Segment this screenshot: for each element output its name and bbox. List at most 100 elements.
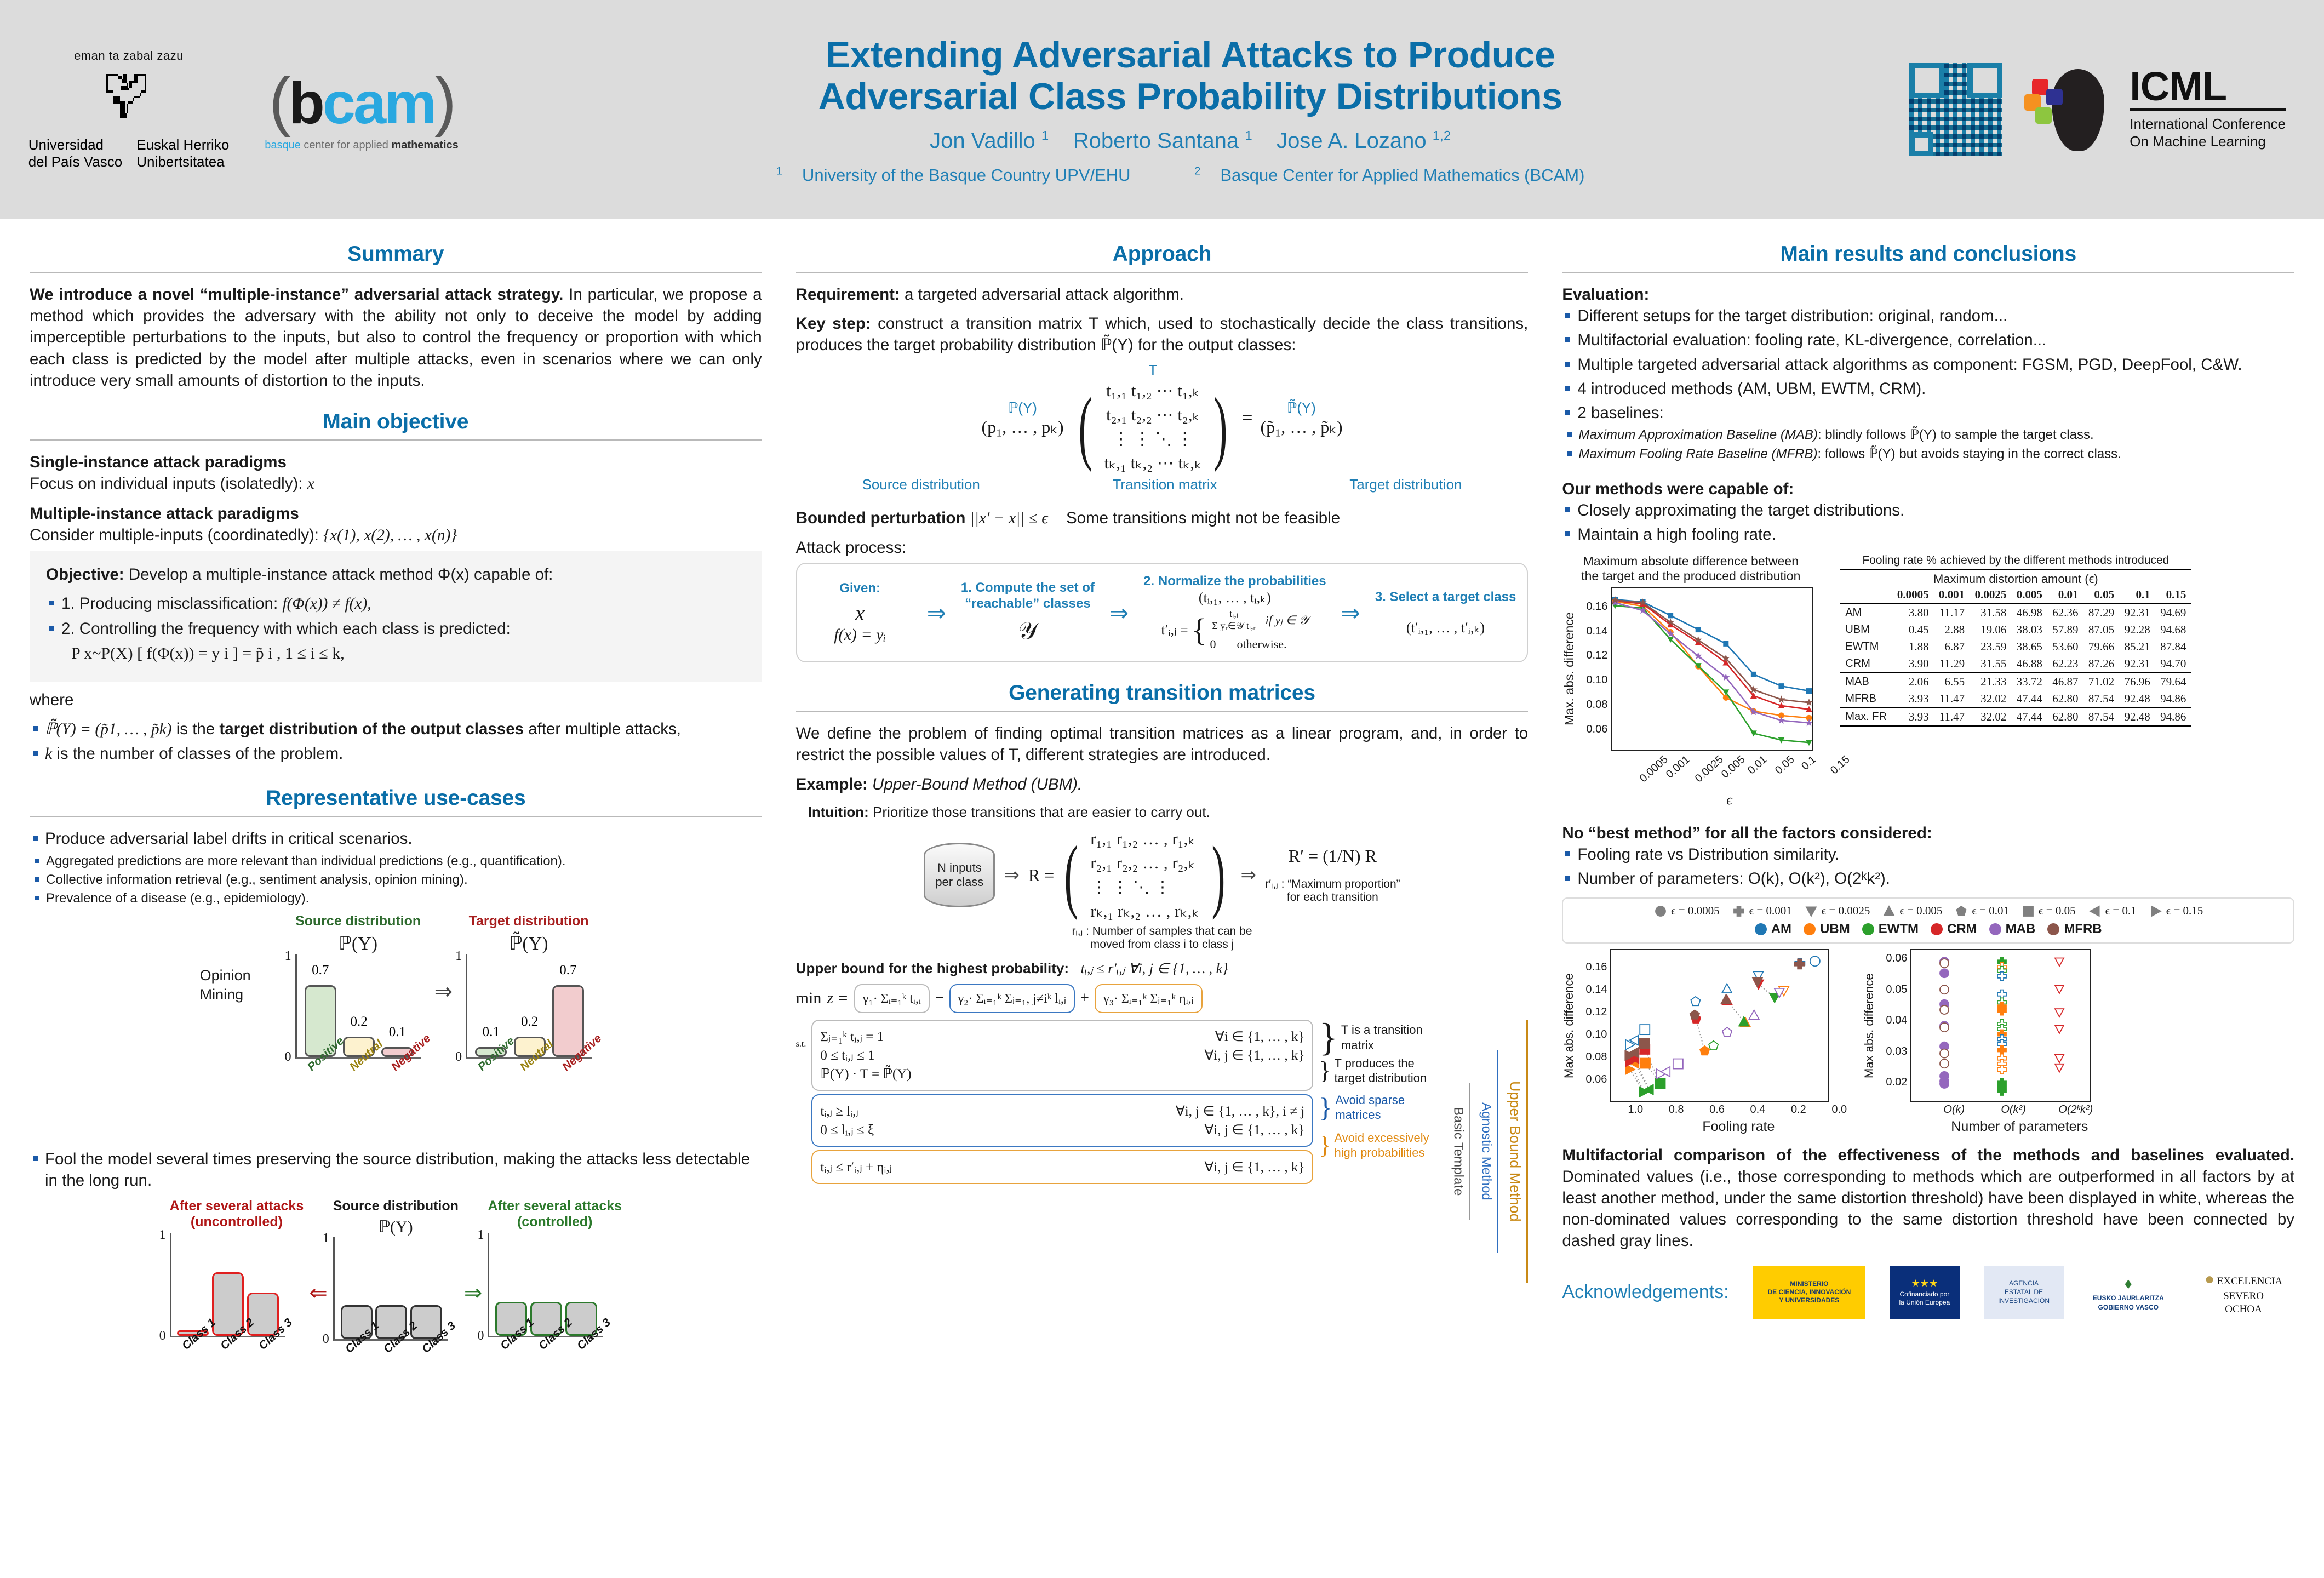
requirement-line: Requirement: a targeted adversarial atta… (795, 285, 1184, 304)
scatter2-svg (1939, 956, 2065, 1096)
table-cell: 11.29 (1939, 657, 1965, 671)
data-point (1777, 695, 1785, 703)
table-col-header: 0.01 (2047, 586, 2083, 605)
legend-eps-item: ϵ = 0.0025 (1804, 904, 1870, 918)
data-point (1750, 685, 1758, 693)
data-point (1750, 707, 1758, 716)
legend-color-swatch (2047, 923, 2060, 935)
chart-title: Source distribution (333, 1198, 459, 1214)
table-cell: 11.47 (1939, 692, 1965, 706)
example-line: Example: Upper-Bound Method (UBM). (795, 775, 1083, 793)
summary-text: In particular, we propose a method which… (30, 285, 762, 390)
qr-code-icon[interactable] (1909, 63, 2003, 156)
y-tick-label: 0.04 (1886, 1014, 1908, 1027)
upv-motto: eman ta zabal zazu (74, 49, 184, 63)
data-point (1939, 1078, 1950, 1089)
bar (340, 1305, 373, 1339)
data-point (1639, 1024, 1651, 1035)
data-point (2054, 1024, 2065, 1034)
bar (410, 1305, 442, 1339)
chart-symbol: ℙ(Y) (339, 934, 378, 954)
table-cell: 76.96 (2119, 672, 2155, 691)
capable-bullet-1: Closely approximating the target distrib… (1562, 500, 2294, 521)
legend-color-swatch (1862, 923, 1874, 935)
y-tick-label: 0.16 (1585, 961, 1607, 974)
capable-bullets: Closely approximating the target distrib… (1562, 500, 2294, 545)
legend-method-label: MAB (2005, 921, 2036, 936)
data-point (1721, 982, 1733, 993)
data-point (1794, 958, 1805, 969)
scatter-caption: Multifactorial comparison of the effecti… (1562, 1146, 2295, 1250)
bar (375, 1305, 408, 1339)
chart-x-axis-label: ϵ (1726, 791, 1732, 808)
bar-value-label: 0.7 (312, 963, 329, 978)
table-cell: 2.88 (1944, 623, 1965, 637)
table-cell: 6.87 (1944, 640, 1965, 654)
table-title: Fooling rate % achieved by the different… (1840, 554, 2191, 571)
bar-value-label: 0.2 (520, 1014, 539, 1029)
legend-method-item: EWTM (1862, 922, 1919, 937)
bcam-logo: (bcam) basque center for applied mathema… (252, 68, 471, 152)
table-cell: 46.88 (2016, 657, 2042, 671)
upv-name-es-1: Universidad (28, 136, 104, 153)
keystep-line: Key step: construct a transition matrix … (795, 315, 1529, 355)
data-point (1939, 968, 1950, 978)
x-tick-label: 0.0 (1831, 1103, 1847, 1116)
r-arrow-2-icon: ⇒ (1240, 865, 1257, 886)
table-cell: 38.03 (2016, 623, 2042, 637)
note-transition-matrix: T is a transition matrix (1341, 1023, 1423, 1052)
icml-title: ICML (2130, 66, 2286, 112)
table-col-header: 0.0025 (1970, 586, 2012, 605)
table-cell: 94.70 (2160, 657, 2186, 671)
x-tick-label: 0.1 (1799, 753, 1819, 773)
data-point (1639, 1038, 1650, 1049)
chart-bars (339, 1237, 444, 1339)
equals-sign: = (1242, 408, 1253, 428)
table-cell: 0.45 (1908, 623, 1929, 637)
evaluation-label: Evaluation: (1562, 285, 1650, 304)
affiliation-1: 1 University of the Basque Country UPV/EH… (776, 165, 1131, 185)
table-cell: 11.47 (1933, 707, 1970, 727)
data-point (2054, 957, 2065, 967)
data-point (1722, 659, 1730, 666)
upv-name-eu-2: Unibertsitatea (136, 153, 225, 170)
table-cell: 87.29 (2088, 606, 2115, 620)
table-fooling-rate: Fooling rate % achieved by the different… (1840, 554, 2191, 727)
table-row: UBM 0.45 2.88 19.06 38.03 57.89 87.05 92.28 94.6… (1840, 621, 2191, 638)
table-cell: 3.90 (1908, 657, 1929, 671)
data-point (1694, 636, 1703, 644)
baseline-2: Maximum Fooling Rate Baseline (MFRB): fo… (1562, 445, 2294, 462)
y-tick-label: 0.08 (1586, 698, 1608, 711)
legend-method-label: UBM (1820, 921, 1850, 936)
data-point (1722, 689, 1730, 696)
multi-instance-text: Consider multiple-inputs (coordinatedly)… (30, 525, 457, 544)
data-point (1750, 730, 1758, 737)
method-side-labels: Basic Template Agnostic Method Upper Bou… (1450, 1019, 1529, 1283)
chart-title: Target distribution (468, 913, 589, 929)
section-heading-summary: Summary (347, 242, 444, 266)
process-step-2: 2. Normalize the probabilities (tᵢ,₁, … … (1143, 574, 1326, 651)
bar: 0.2 (343, 1014, 375, 1057)
R-prime-equation: R′ = (1/N) R (1288, 846, 1377, 866)
chart-x-axis-label: Fooling rate (1702, 1118, 1775, 1134)
table-cell: 32.02 (1980, 692, 2007, 706)
x-tick-label: 0.6 (1709, 1103, 1725, 1116)
page-title: Extending Adversarial Attacks to Produce… (493, 34, 1887, 117)
x-tick-label: O(k²) (2001, 1103, 2026, 1116)
left-arrow-icon: ⇐ (309, 1280, 328, 1305)
upv-name-eu-1: Euskal Herriko (136, 136, 230, 153)
data-point (1939, 958, 1950, 968)
constraints-block: s.t. Σⱼ₌₁ᵏ tᵢ,ⱼ = 1 ∀i ∈ {1, … , k} 0 ≤ t… (796, 1017, 1529, 1283)
series-line-CRM (1615, 599, 1810, 710)
x-tick-label: 0.4 (1750, 1103, 1766, 1116)
data-point (1997, 1045, 2007, 1055)
y-tick-max: 1 (322, 1231, 329, 1245)
chart-parameters-vs-difference: Max abs. difference 0.02 0.03 0.04 0.05 0.06… (1862, 948, 2110, 1135)
data-point (1939, 984, 1950, 994)
table-cell: 31.55 (1980, 657, 2007, 671)
note-target-distribution: T produces the target distribution (1334, 1056, 1427, 1085)
legend-marker-icon (1655, 905, 1666, 917)
legend-marker-icon (2023, 905, 2034, 917)
y-tick-label: 0.10 (1585, 1028, 1607, 1040)
eusko-jaurlaritza-logo: ♦ EUSKO JAURLARITZA GOBIERNO VASCO (2092, 1274, 2164, 1311)
